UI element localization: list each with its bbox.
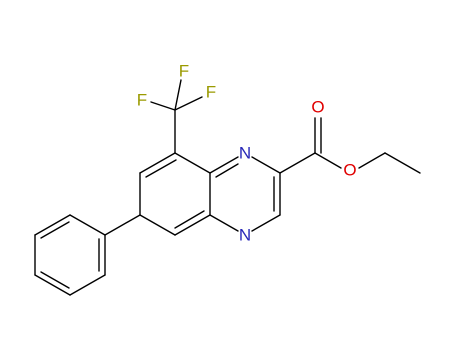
atom-label: O xyxy=(311,98,324,117)
atom-label: O xyxy=(343,161,356,180)
atom-labels: F F F N N O O xyxy=(137,62,357,245)
atom-label: N xyxy=(239,226,251,245)
atom-label: N xyxy=(239,144,251,163)
bonds xyxy=(34,79,421,296)
atom-label: F xyxy=(179,62,189,81)
atom-label: F xyxy=(206,83,216,102)
atom-label: F xyxy=(137,91,147,110)
